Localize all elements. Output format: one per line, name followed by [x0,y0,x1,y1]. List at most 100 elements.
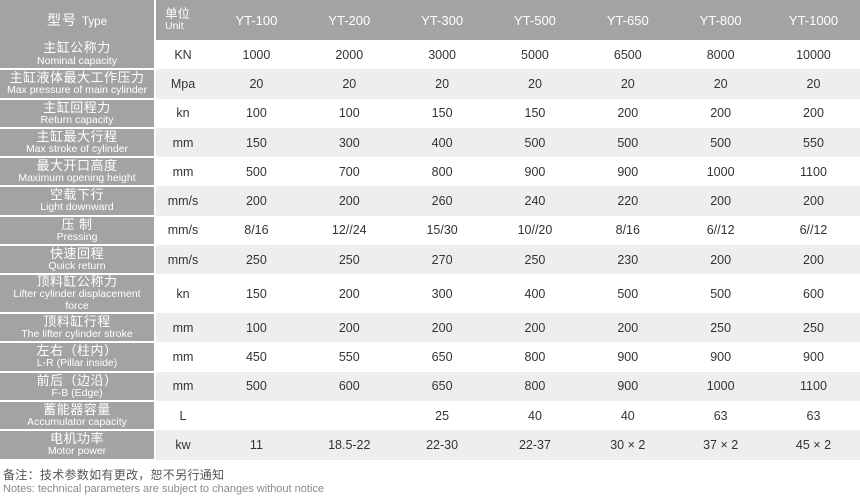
cell-value: 500 [581,274,675,314]
row-label-en: Max stroke of cylinder [25,142,129,155]
cell-value: 250 [488,245,582,275]
row-label-cn: 顶料缸行程 [43,314,111,330]
cell-value: 600 [302,371,396,401]
row-label-max-pressure: 主缸液体最大工作压力 Max pressure of main cylinder [0,69,156,100]
header-unit-label-cn: 单位 [165,7,191,22]
cell-value: 200 [210,186,303,216]
table-row: 顶料缸公称力 Lifter cylinder displacement forc… [0,274,860,315]
row-label-en: Quick return [48,260,106,273]
row-label-en: Nominal capacity [37,54,117,67]
footer-note: 备注：技术参数如有更改，恕不另行通知 Notes: technical para… [0,461,860,496]
cell-value: 6500 [581,40,675,70]
cell-value: 200 [674,186,768,216]
header-row: 型号 Type 单位 Unit YT-100 YT-200 YT-300 YT-5… [0,0,860,40]
table-row: 前后（边沿） F-B (Edge) mm 500 600 650 800 900… [0,371,860,402]
row-label-lifter-cylinder-stroke: 顶料缸行程 The lifter cylinder stroke [0,313,156,344]
row-label-light-downward: 空载下行 Light downward [0,186,156,217]
cell-value: 550 [767,127,860,158]
cell-value: 250 [210,245,303,275]
table-header: 型号 Type 单位 Unit YT-100 YT-200 YT-300 YT-5… [0,0,860,40]
row-unit: mm/s [155,186,210,216]
row-label-cn: 主缸公称力 [43,40,111,56]
row-unit: mm/s [155,215,210,246]
cell-value: 200 [674,245,768,275]
cell-value: 10//20 [488,215,582,246]
row-label-pressing: 压 制 Pressing [0,215,156,247]
row-label-cn: 空载下行 [49,187,104,203]
cell-value: 15/30 [395,215,489,246]
row-label-cn: 主缸回程力 [43,99,111,115]
cell-value: 200 [767,245,860,275]
cell-value: 650 [395,342,489,372]
cell-value: 20 [488,69,582,99]
cell-value: 1100 [767,371,860,401]
table-row: 主缸回程力 Return capacity kn 100 100 150 150… [0,98,860,129]
cell-value: 200 [302,186,396,216]
cell-value: 230 [581,245,675,275]
cell-value: 1000 [674,157,768,187]
cell-value: 1000 [210,40,303,70]
cell-value: 37 × 2 [674,430,768,460]
row-unit: mm [155,157,210,187]
row-label-en: Accumulator capacity [27,415,127,428]
cell-value: 200 [674,98,768,128]
row-label-cn: 主缸液体最大工作压力 [9,70,145,86]
row-label-cn: 左右（柱内） [36,343,118,359]
row-label-en: Maximum opening height [18,172,136,185]
row-label-cn: 快速回程 [49,246,104,262]
cell-value: 100 [210,313,303,343]
table-row: 压 制 Pressing mm/s 8/16 12//24 15/30 10//… [0,215,860,247]
cell-value: 200 [767,186,860,216]
row-label-return-capacity: 主缸回程力 Return capacity [0,98,156,129]
row-unit: mm [155,127,210,158]
row-unit: mm [155,313,210,343]
cell-value: 450 [210,342,303,372]
table-row: 空载下行 Light downward mm/s 200 200 260 240… [0,186,860,217]
row-unit: kn [155,98,210,128]
row-label-quick-return: 快速回程 Quick return [0,245,156,276]
row-label-cn: 最大开口高度 [36,158,118,174]
cell-value: 40 [581,400,675,431]
cell-value: 11 [210,430,303,460]
cell-value: 500 [674,274,768,314]
header-model-yt-800: YT-800 [674,0,768,40]
header-type-label-en: Type [82,16,107,28]
row-label-front-back-edge: 前后（边沿） F-B (Edge) [0,371,156,402]
footer-note-cn: 备注：技术参数如有更改，恕不另行通知 [3,467,225,482]
row-label-en: F-B (Edge) [51,386,103,399]
cell-value: 500 [210,157,303,187]
cell-value: 6//12 [674,215,768,246]
cell-value: 900 [581,371,675,401]
cell-value: 200 [302,274,396,314]
table-row: 主缸公称力 Nominal capacity KN 1000 2000 3000… [0,40,860,71]
row-label-accumulator-capacity: 蓄能器容量 Accumulator capacity [0,400,156,432]
cell-value: 200 [767,98,860,128]
row-label-max-opening-height: 最大开口高度 Maximum opening height [0,157,156,188]
row-label-en: Lifter cylinder displacement force [13,288,141,312]
cell-value: 800 [488,371,582,401]
cell-value: 150 [210,127,303,158]
row-label-en: L-R (Pillar inside) [36,357,118,370]
cell-value: 300 [302,127,396,158]
cell-value: 12//24 [302,215,396,246]
cell-value: 20 [395,69,489,99]
cell-value: 150 [395,98,489,128]
row-label-cn: 压 制 [61,216,93,232]
cell-value: 18.5-22 [302,430,396,460]
header-model-yt-1000: YT-1000 [767,0,860,40]
cell-value: 45 × 2 [767,430,860,460]
cell-value: 500 [581,127,675,158]
table-row: 顶料缸行程 The lifter cylinder stroke mm 100 … [0,313,860,344]
cell-value: 10000 [767,40,860,70]
cell-value: 500 [674,127,768,158]
header-unit-label-en: Unit [165,20,184,33]
cell-value [210,400,303,431]
cell-value: 400 [488,274,582,314]
header-model-yt-500: YT-500 [488,0,582,40]
row-label-cn: 前后（边沿） [36,372,118,388]
row-label-cn: 主缸最大行程 [36,128,118,144]
table-row: 主缸液体最大工作压力 Max pressure of main cylinder… [0,69,860,100]
row-unit: L [155,400,210,431]
cell-value: 63 [674,400,768,431]
cell-value: 200 [488,313,582,343]
